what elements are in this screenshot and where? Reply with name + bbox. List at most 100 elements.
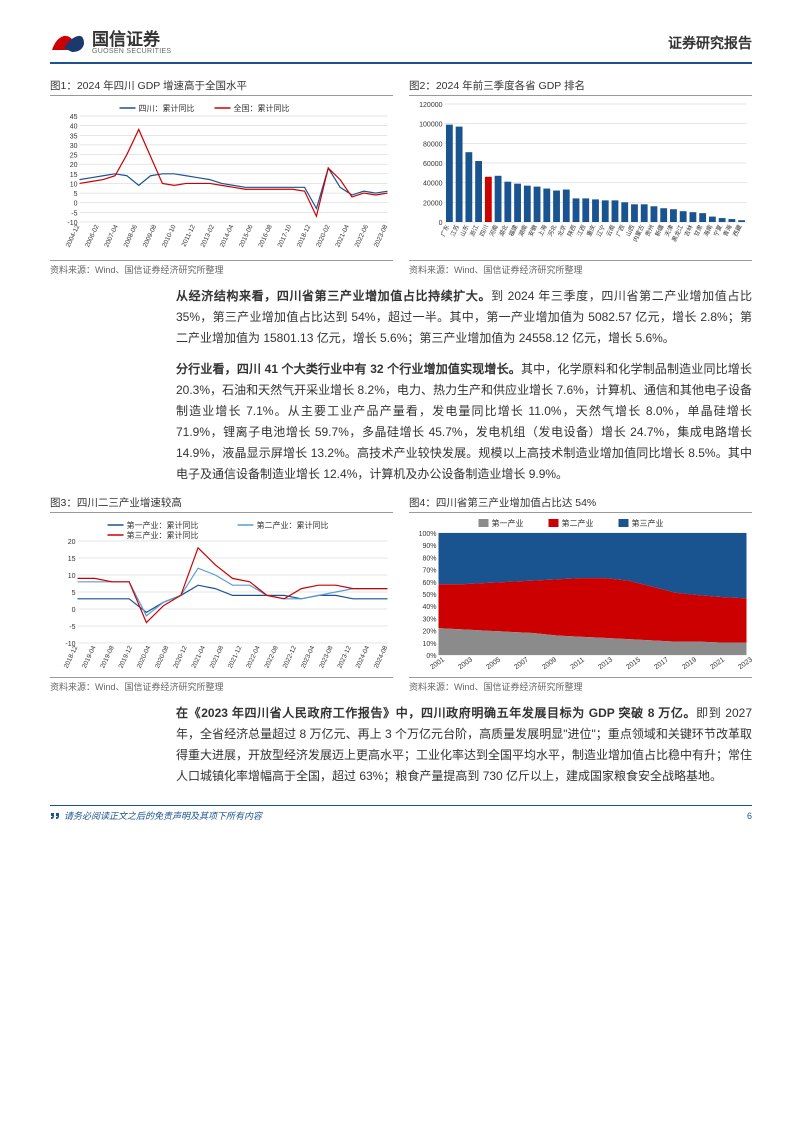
svg-text:20%: 20% — [422, 629, 436, 636]
svg-text:10%: 10% — [422, 641, 436, 648]
report-page: 国信证券 GUOSEN SECURITIES 证券研究报告 图1：2024 年四… — [0, 0, 802, 842]
chart3-block: 图3：四川二三产业增速较高 第一产业：累计同比 第二产业：累计同比第三产业：累计同… — [50, 495, 393, 693]
svg-text:第二产业：累计同比: 第二产业：累计同比 — [257, 520, 329, 530]
svg-text:5: 5 — [74, 191, 78, 198]
svg-text:2013-02: 2013-02 — [200, 224, 217, 249]
svg-text:第一产业: 第一产业 — [492, 518, 524, 528]
chart4-canvas: 第一产业第二产业第三产业0%10%20%30%40%50%60%70%80%90… — [409, 517, 752, 675]
svg-text:第一产业：累计同比: 第一产业：累计同比 — [127, 520, 199, 530]
svg-text:2023-08: 2023-08 — [373, 224, 390, 249]
svg-text:2014-04: 2014-04 — [219, 224, 236, 249]
svg-text:10: 10 — [68, 573, 76, 580]
svg-text:全国：累计同比: 全国：累计同比 — [234, 103, 290, 113]
svg-text:2020-08: 2020-08 — [154, 645, 171, 670]
svg-text:40: 40 — [70, 124, 78, 131]
svg-text:0: 0 — [439, 220, 443, 227]
para1-bold: 从经济结构来看，四川省第三产业增加值占比持续扩大。 — [176, 289, 491, 303]
svg-text:2015: 2015 — [625, 656, 642, 671]
svg-text:0: 0 — [72, 607, 76, 614]
svg-text:第三产业: 第三产业 — [632, 518, 664, 528]
svg-text:40000: 40000 — [423, 181, 443, 188]
svg-text:第二产业: 第二产业 — [562, 518, 594, 528]
chart2-canvas: 020000400006000080000100000120000广东江苏山东浙… — [409, 100, 752, 258]
svg-text:70%: 70% — [422, 568, 436, 575]
svg-text:第三产业：累计同比: 第三产业：累计同比 — [127, 530, 199, 540]
svg-text:2022-08: 2022-08 — [263, 645, 280, 670]
svg-text:2005: 2005 — [485, 656, 502, 671]
chart1-canvas: 四川：累计同比全国：累计同比-10-5051015202530354045200… — [50, 100, 393, 258]
svg-text:80%: 80% — [422, 555, 436, 562]
svg-text:2024-04: 2024-04 — [355, 645, 372, 670]
svg-text:20: 20 — [68, 539, 76, 546]
charts-row-2: 图3：四川二三产业增速较高 第一产业：累计同比 第二产业：累计同比第三产业：累计同… — [50, 495, 752, 693]
svg-text:0%: 0% — [426, 653, 436, 660]
chart4-block: 图4：四川省第三产业增加值占比达 54% 第一产业 第二产业 第三产业 0% 10% 20… — [409, 495, 752, 693]
svg-text:2019: 2019 — [681, 656, 698, 671]
svg-text:2017: 2017 — [653, 656, 670, 671]
svg-text:2018-12: 2018-12 — [296, 224, 313, 249]
svg-text:2021-08: 2021-08 — [209, 645, 226, 670]
chart1-block: 图1：2024 年四川 GDP 增速高于全国水平 四川：累计同比 全国：累计同比 -… — [50, 78, 393, 276]
svg-text:四川：累计同比: 四川：累计同比 — [139, 103, 195, 113]
svg-text:-5: -5 — [69, 624, 75, 631]
svg-text:2009-08: 2009-08 — [142, 224, 159, 249]
svg-text:2019-04: 2019-04 — [81, 645, 98, 670]
svg-text:2022-12: 2022-12 — [282, 645, 299, 670]
para2-text: 其中，化学原料和化学制品制造业同比增长 20.3%，石油和天然气开采业增长 8.… — [176, 362, 752, 481]
chart2-title: 图2：2024 年前三季度各省 GDP 排名 — [409, 78, 752, 96]
svg-text:2003: 2003 — [457, 656, 474, 671]
svg-text:120000: 120000 — [419, 102, 442, 109]
svg-text:2019-08: 2019-08 — [99, 645, 116, 670]
svg-text:100000: 100000 — [419, 122, 442, 129]
logo-area: 国信证券 GUOSEN SECURITIES — [50, 30, 171, 56]
svg-text:2023-04: 2023-04 — [300, 645, 317, 670]
svg-text:90%: 90% — [422, 543, 436, 550]
svg-text:2017-10: 2017-10 — [277, 224, 294, 249]
svg-text:2008-06: 2008-06 — [123, 224, 140, 249]
chart4-title: 图4：四川省第三产业增加值占比达 54% — [409, 495, 752, 513]
svg-text:0: 0 — [74, 201, 78, 208]
svg-text:2004-12: 2004-12 — [65, 224, 82, 249]
chart2-source: 资料来源：Wind、国信证券经济研究所整理 — [409, 260, 752, 276]
svg-text:20: 20 — [70, 162, 78, 169]
company-name-cn: 国信证券 — [92, 31, 171, 48]
svg-text:30%: 30% — [422, 616, 436, 623]
svg-text:60000: 60000 — [423, 161, 443, 168]
page-header: 国信证券 GUOSEN SECURITIES 证券研究报告 — [50, 30, 752, 64]
svg-text:2006-02: 2006-02 — [84, 224, 101, 249]
svg-text:60%: 60% — [422, 580, 436, 587]
svg-text:-5: -5 — [71, 210, 77, 217]
svg-text:25: 25 — [70, 153, 78, 160]
page-footer: 请务必阅读正文之后的免责声明及其项下所有内容 6 — [50, 805, 752, 822]
svg-text:50%: 50% — [422, 592, 436, 599]
page-number: 6 — [747, 811, 752, 821]
svg-text:2009: 2009 — [541, 656, 558, 671]
paragraph-1: 从经济结构来看，四川省第三产业增加值占比持续扩大。到 2024 年三季度，四川省… — [176, 286, 752, 349]
svg-text:2011-12: 2011-12 — [181, 224, 197, 248]
guosen-logo-icon — [50, 30, 86, 56]
chart3-source: 资料来源：Wind、国信证券经济研究所整理 — [50, 677, 393, 693]
svg-text:2007-04: 2007-04 — [103, 224, 120, 249]
svg-text:2021-04: 2021-04 — [191, 645, 208, 670]
svg-text:2023: 2023 — [737, 656, 752, 671]
svg-text:2010-10: 2010-10 — [161, 224, 178, 249]
chart2-block: 图2：2024 年前三季度各省 GDP 排名 02000040000600008… — [409, 78, 752, 276]
chart3-title: 图3：四川二三产业增速较高 — [50, 495, 393, 513]
svg-text:西藏: 西藏 — [731, 223, 743, 237]
svg-text:2022-06: 2022-06 — [354, 224, 371, 249]
para3-bold: 在《2023 年四川省人民政府工作报告》中，四川政府明确五年发展目标为 GDP … — [176, 706, 696, 720]
chart1-source: 资料来源：Wind、国信证券经济研究所整理 — [50, 260, 393, 276]
svg-text:2020-02: 2020-02 — [315, 224, 332, 249]
chart3-canvas: 第一产业：累计同比第二产业：累计同比第三产业：累计同比-10-505101520… — [50, 517, 393, 675]
company-name-en: GUOSEN SECURITIES — [92, 48, 171, 55]
footer-disclaimer: 请务必阅读正文之后的免责声明及其项下所有内容 — [64, 809, 262, 822]
svg-text:100%: 100% — [419, 531, 437, 538]
svg-text:80000: 80000 — [423, 141, 443, 148]
chart1-title: 图1：2024 年四川 GDP 增速高于全国水平 — [50, 78, 393, 96]
svg-text:2019-12: 2019-12 — [118, 645, 135, 670]
charts-row-1: 图1：2024 年四川 GDP 增速高于全国水平 四川：累计同比 全国：累计同比 -… — [50, 78, 752, 276]
svg-text:2023-12: 2023-12 — [336, 645, 353, 670]
svg-text:30: 30 — [70, 143, 78, 150]
svg-text:2018-12: 2018-12 — [63, 645, 80, 670]
svg-text:2023-08: 2023-08 — [318, 645, 335, 670]
